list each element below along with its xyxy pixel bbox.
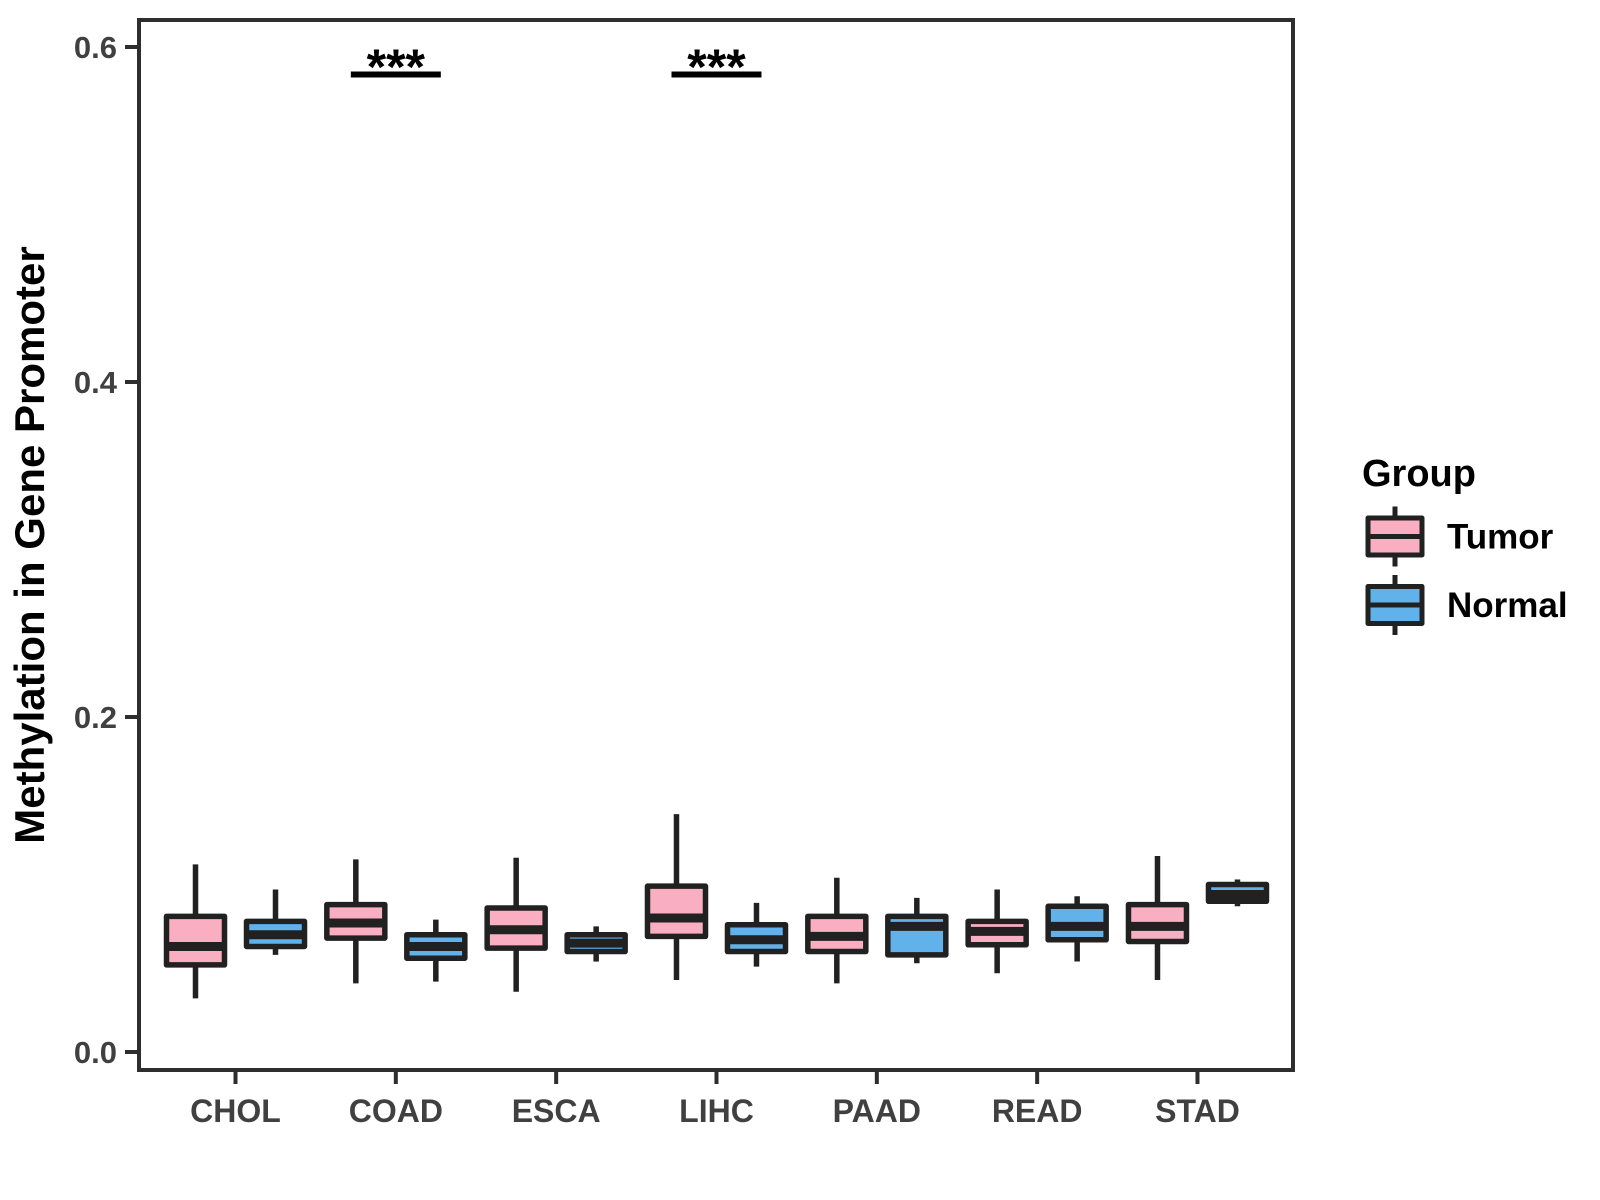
x-tick-label-coad: COAD [349,1093,443,1129]
y-axis-title: Methylation in Gene Promoter [6,246,53,843]
x-tick-label-esca: ESCA [512,1093,601,1129]
x-tick-label-paad: PAAD [833,1093,921,1129]
y-tick-label-0.2: 0.2 [74,700,117,735]
box-lihc-tumor [644,883,709,940]
significance-stars-coad: *** [367,39,426,95]
y-tick-label-0.4: 0.4 [74,365,118,400]
x-tick-label-lihc: LIHC [679,1093,754,1129]
legend-title: Group [1362,453,1476,495]
x-tick-label-stad: STAD [1155,1093,1240,1129]
plot-panel-border [137,18,1295,1072]
x-tick-label-chol: CHOL [190,1093,281,1129]
x-tick-label-read: READ [992,1093,1083,1129]
y-tick-label-0.6: 0.6 [74,30,117,65]
legend-label-tumor: Tumor [1447,518,1554,557]
box-chol-tumor [163,913,228,968]
significance-stars-lihc: *** [687,39,746,95]
legend-label-normal: Normal [1447,586,1568,625]
y-tick-label-0.0: 0.0 [74,1035,117,1070]
